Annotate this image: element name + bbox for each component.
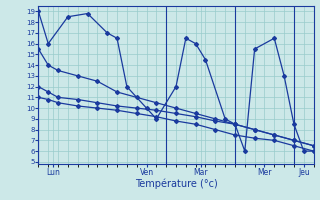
X-axis label: Température (°c): Température (°c) bbox=[135, 179, 217, 189]
